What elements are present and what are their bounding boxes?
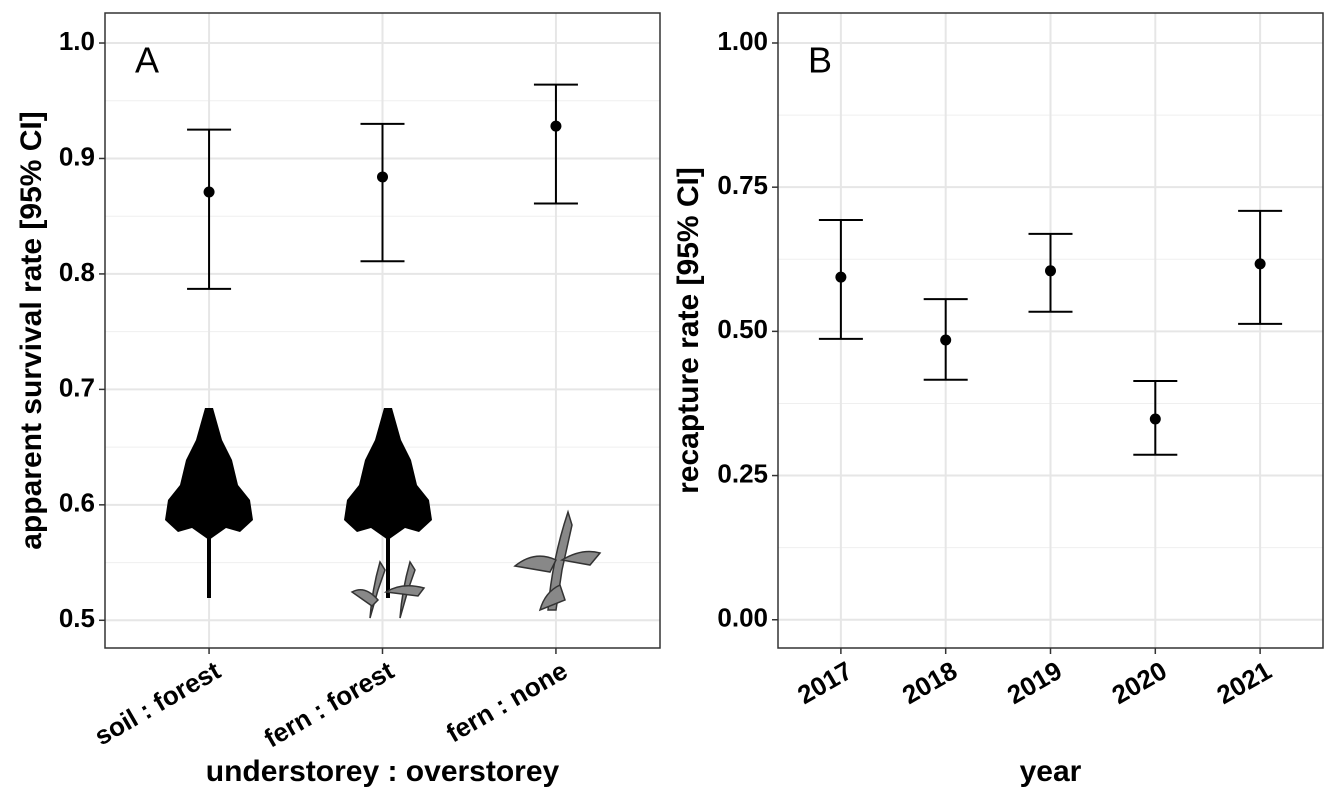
tree-icon	[165, 408, 253, 598]
y-tick-label: 0.5	[59, 603, 95, 633]
x-tick-label: fern : none	[441, 655, 572, 748]
y-tick-label: 0.6	[59, 488, 95, 518]
tree-icon	[344, 408, 432, 598]
point	[203, 186, 215, 198]
x-tick-label: fern : forest	[259, 655, 399, 753]
y-axis-title: recapture rate [95% CI]	[672, 167, 705, 494]
marks-layer: 0.5 0.6 0.7 0.8 0.9 1.0 soil : forest fern : fo…	[15, 12, 1324, 788]
y-tick-label: 0.00	[717, 603, 768, 633]
panel-label: A	[135, 40, 159, 81]
grid-layer	[105, 13, 1323, 648]
x-axis-title: year	[1020, 755, 1082, 788]
x-tick-label: 2020	[1107, 655, 1172, 710]
point	[1149, 413, 1161, 425]
y-tick-label: 0.8	[59, 257, 95, 287]
point	[1045, 265, 1056, 277]
point	[550, 120, 562, 132]
point	[835, 271, 847, 283]
y-tick-label: 1.00	[717, 26, 768, 56]
y-axis-title: apparent survival rate [95% CI]	[15, 111, 48, 550]
fern-icon	[350, 560, 426, 619]
y-tick-label: 0.50	[717, 314, 768, 344]
x-tick-label: 2021	[1211, 655, 1276, 710]
x-tick-label: soil : forest	[89, 655, 226, 751]
point	[377, 171, 388, 183]
plot-border	[777, 12, 1324, 649]
point	[940, 334, 952, 346]
plot-border	[104, 12, 661, 649]
x-tick-label: 2019	[1002, 655, 1067, 710]
y-tick-label: 0.25	[717, 458, 768, 488]
point	[1254, 258, 1266, 270]
y-tick-label: 0.9	[59, 141, 95, 171]
silhouettes	[165, 408, 602, 619]
fern-icon	[513, 509, 602, 612]
panel-label: B	[808, 40, 832, 81]
x-tick-label: 2017	[792, 655, 857, 710]
y-tick-label: 0.7	[59, 372, 95, 402]
x-axis-title: understorey : overstorey	[206, 755, 560, 788]
y-tick-label: 0.75	[717, 170, 768, 200]
y-tick-label: 1.0	[59, 26, 95, 56]
x-tick-label: 2018	[897, 655, 962, 710]
